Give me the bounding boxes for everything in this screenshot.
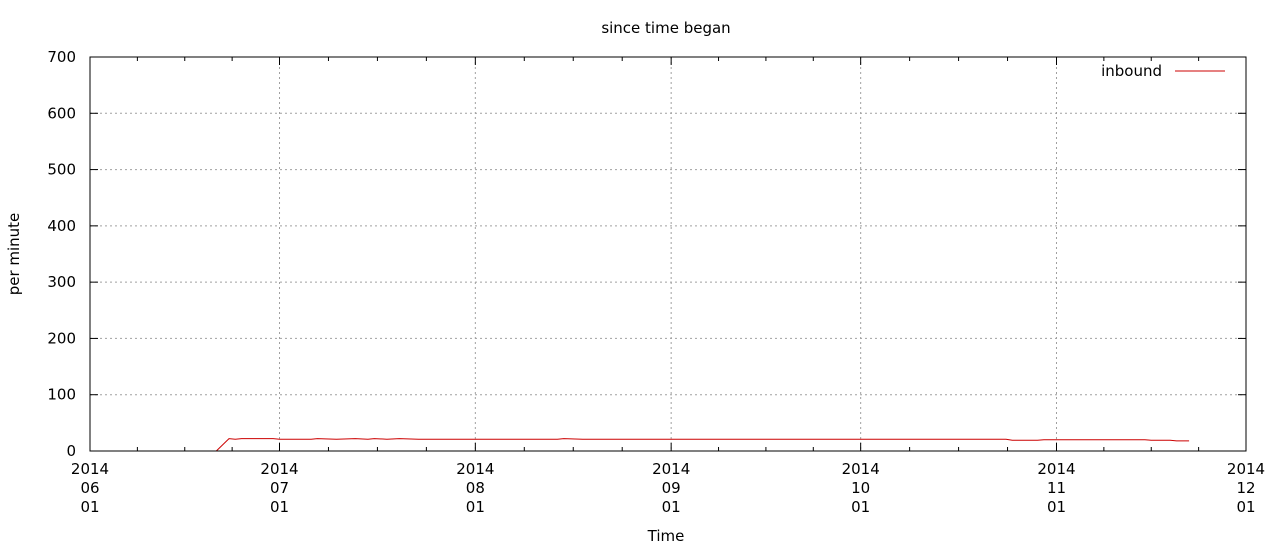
x-tick-label: 06 — [80, 479, 99, 497]
x-tick-label: 2014 — [260, 460, 298, 478]
y-tick-label: 100 — [47, 386, 76, 404]
x-tick-label: 10 — [851, 479, 870, 497]
y-tick-label: 300 — [47, 273, 76, 291]
x-tick-label: 07 — [270, 479, 289, 497]
x-tick-label: 01 — [662, 498, 681, 516]
label-layer: since time began Time per minute — [5, 19, 731, 545]
x-tick-label: 2014 — [1227, 460, 1265, 478]
x-tick-label: 2014 — [842, 460, 880, 478]
series-line-inbound — [215, 438, 1190, 452]
y-tick-label: 600 — [47, 104, 76, 122]
legend-label: inbound — [1101, 62, 1162, 80]
x-tick-label: 09 — [662, 479, 681, 497]
y-tick-label: 200 — [47, 329, 76, 347]
x-tick-label: 2014 — [456, 460, 494, 478]
legend: inbound — [1101, 62, 1225, 80]
x-tick-label: 2014 — [71, 460, 109, 478]
x-tick-label: 01 — [466, 498, 485, 516]
x-axis-label: Time — [647, 527, 685, 545]
x-tick-label: 11 — [1047, 479, 1066, 497]
y-tick-label: 400 — [47, 217, 76, 235]
x-tick-label: 12 — [1236, 479, 1255, 497]
x-tick-label: 08 — [466, 479, 485, 497]
x-tick-label: 01 — [270, 498, 289, 516]
chart-title: since time began — [601, 19, 730, 37]
x-tick-label: 01 — [1047, 498, 1066, 516]
y-axis-label: per minute — [5, 213, 23, 296]
x-tick-label: 2014 — [1037, 460, 1075, 478]
grid-layer — [90, 57, 1246, 451]
y-tick-label: 700 — [47, 48, 76, 66]
tick-layer: 0100200300400500600700201406012014070120… — [47, 48, 1265, 516]
x-tick-label: 01 — [80, 498, 99, 516]
x-tick-label: 2014 — [652, 460, 690, 478]
y-tick-label: 500 — [47, 161, 76, 179]
plot-border — [89, 56, 1247, 452]
x-tick-label: 01 — [1236, 498, 1255, 516]
y-tick-label: 0 — [66, 442, 76, 460]
series-layer — [215, 438, 1190, 452]
x-tick-label: 01 — [851, 498, 870, 516]
